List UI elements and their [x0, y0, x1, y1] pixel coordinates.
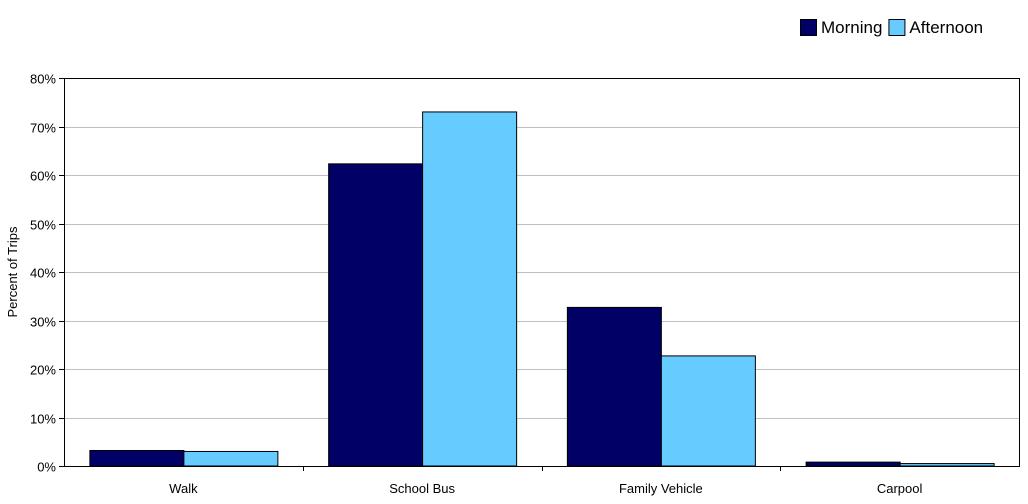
- y-axis-ticks: 0% 10% 20% 30% 40% 50% 60% 70% 80%: [30, 72, 64, 475]
- y-tick-label: 60%: [30, 169, 56, 184]
- bars: [89, 111, 995, 467]
- x-axis-ticks: Walk School Bus Family Vehicle Carpool: [169, 466, 922, 496]
- y-tick-label: 0%: [37, 460, 56, 475]
- y-axis-title: Percent of Trips: [5, 226, 20, 318]
- bar-afternoon-carpool: [899, 463, 995, 467]
- bar-morning-school-bus: [328, 163, 424, 467]
- legend-label-afternoon: Afternoon: [909, 18, 983, 37]
- y-tick-label: 80%: [30, 72, 56, 87]
- bar-afternoon-walk: [183, 450, 279, 467]
- y-tick-label: 70%: [30, 121, 56, 136]
- gridlines: [64, 127, 1019, 419]
- x-tick-label: Carpool: [877, 481, 923, 496]
- x-tick-label: Walk: [169, 481, 198, 496]
- y-tick-label: 50%: [30, 218, 56, 233]
- bar-morning-family-vehicle: [566, 306, 662, 467]
- y-tick-label: 40%: [30, 266, 56, 281]
- x-tick-label: School Bus: [389, 481, 455, 496]
- bar-afternoon-family-vehicle: [660, 355, 756, 467]
- y-tick-label: 10%: [30, 412, 56, 427]
- y-tick-label: 20%: [30, 363, 56, 378]
- legend-label-morning: Morning: [821, 18, 882, 37]
- y-tick-label: 30%: [30, 315, 56, 330]
- bar-morning-walk: [89, 449, 185, 467]
- bar-afternoon-school-bus: [422, 111, 518, 467]
- x-tick-label: Family Vehicle: [619, 481, 703, 496]
- legend-swatch-afternoon: [888, 19, 906, 36]
- legend-swatch-morning: [800, 19, 817, 36]
- bar-morning-carpool: [805, 461, 901, 467]
- legend: Morning Afternoon: [800, 18, 983, 37]
